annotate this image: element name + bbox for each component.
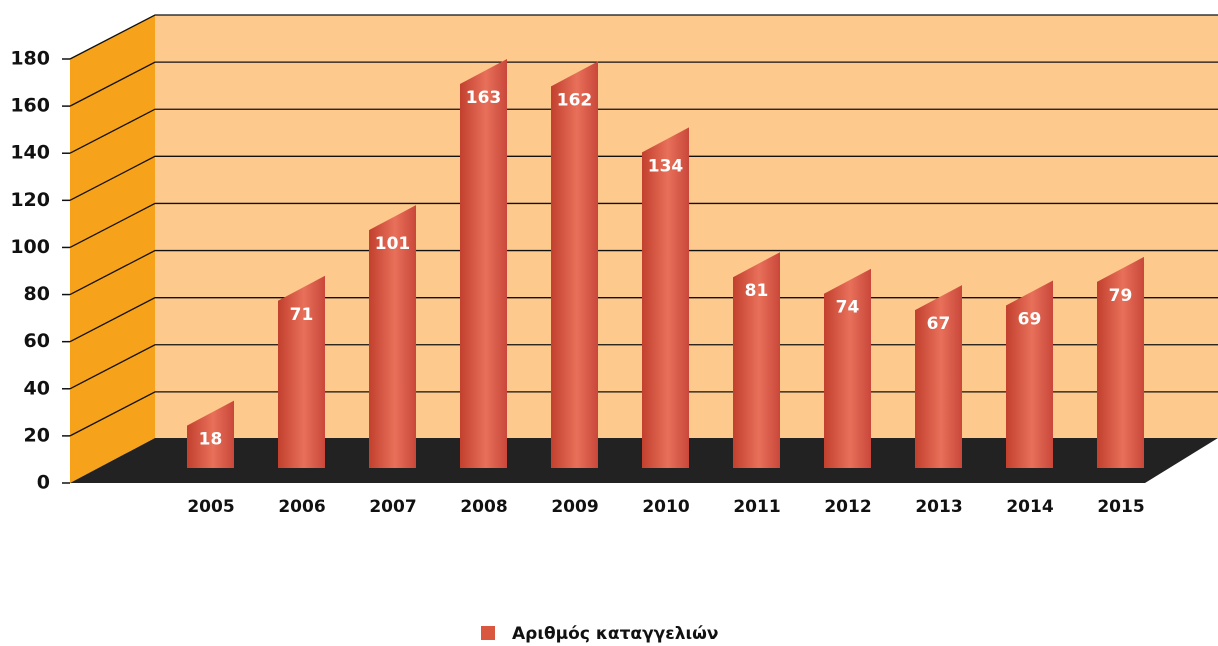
value-label: 163 — [466, 88, 502, 108]
y-tick-label: 0 — [37, 472, 50, 494]
value-label: 162 — [557, 90, 593, 110]
y-tick-label: 20 — [24, 424, 50, 446]
y-tick-label: 180 — [10, 48, 50, 70]
bar — [733, 252, 780, 468]
y-tick-label: 100 — [10, 236, 50, 258]
y-tick-label: 140 — [10, 142, 50, 164]
value-label: 81 — [745, 281, 769, 301]
bar — [1097, 256, 1144, 468]
bar — [187, 400, 234, 468]
bar — [642, 127, 689, 468]
value-label: 101 — [375, 234, 411, 254]
grid-line — [69, 202, 1218, 249]
value-label: 18 — [199, 430, 223, 450]
x-tick-label: 2011 — [733, 497, 780, 517]
x-tick-label: 2008 — [460, 497, 507, 517]
bar — [824, 268, 871, 468]
grid-line — [69, 249, 1218, 296]
bar — [460, 59, 507, 469]
legend-swatch — [481, 626, 495, 640]
bar — [551, 61, 598, 469]
value-label: 67 — [927, 314, 951, 334]
x-tick-label: 2015 — [1097, 497, 1144, 517]
grid-line — [69, 61, 1218, 107]
side-wall — [70, 15, 155, 483]
y-tick-label: 160 — [10, 95, 50, 117]
grid-line — [69, 155, 1218, 201]
x-tick-label: 2007 — [369, 497, 416, 517]
bar — [278, 275, 325, 468]
x-tick-label: 2009 — [551, 497, 598, 517]
y-tick-label: 40 — [24, 377, 50, 399]
bar — [915, 285, 962, 468]
value-label: 71 — [290, 305, 314, 325]
grid-line — [69, 14, 1218, 60]
value-label: 134 — [648, 156, 684, 176]
x-tick-label: 2010 — [642, 497, 689, 517]
y-tick-label: 60 — [24, 330, 50, 352]
value-label: 79 — [1109, 286, 1133, 306]
x-tick-label: 2013 — [915, 497, 962, 517]
bar — [369, 205, 416, 469]
value-label: 74 — [836, 298, 860, 318]
y-tick-label: 80 — [24, 283, 50, 305]
value-label: 69 — [1018, 309, 1042, 329]
x-tick-label: 2014 — [1006, 497, 1053, 517]
grid-line — [69, 108, 1218, 154]
legend-label: Αριθμός καταγγελιών — [512, 624, 718, 644]
x-tick-label: 2006 — [278, 497, 325, 517]
bar — [1006, 280, 1053, 468]
x-tick-label: 2012 — [824, 497, 871, 517]
y-tick-label: 120 — [10, 189, 50, 211]
x-tick-label: 2005 — [187, 497, 234, 517]
